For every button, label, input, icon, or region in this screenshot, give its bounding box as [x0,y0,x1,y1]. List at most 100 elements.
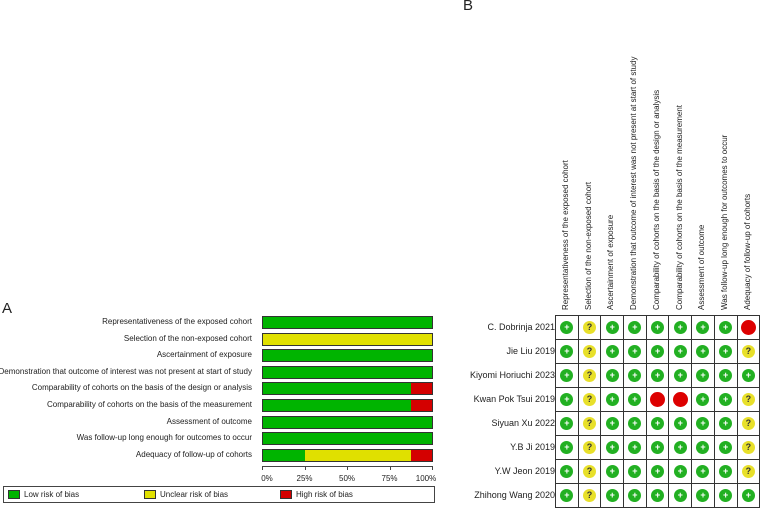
rating-low-icon: + [719,368,733,382]
rating-cell: + [691,435,715,460]
rating-low-icon: + [605,392,619,406]
rating-low-icon: + [696,344,710,358]
column-header: Comparability of cohorts on the basis of… [674,105,684,310]
rating-unclear-icon: ? [741,464,755,478]
rating-cell: + [600,483,625,508]
bar-row [262,316,433,329]
rating-low-icon: + [651,464,665,478]
rating-cell: + [623,483,647,508]
rating-high-icon [672,391,688,407]
rating-low-icon: + [673,464,687,478]
rating-low-icon: + [560,320,574,334]
rating-cell: ? [736,435,761,460]
rating-cell: + [713,315,738,340]
x-tick-label: 25% [296,474,313,483]
rating-cell: + [645,411,670,436]
rating-cell: + [668,459,693,484]
rating-low-icon: + [696,440,710,454]
legend-item: Low risk of bias [8,490,79,499]
rating-low-icon: + [673,416,687,430]
rating-low-icon: + [719,320,733,334]
rating-cell: + [600,459,625,484]
rating-low-icon: + [560,440,574,454]
x-axis-tick [347,466,348,470]
rating-cell: ? [577,483,602,508]
rating-cell: + [645,459,670,484]
domain-label: Ascertainment of exposure [156,350,252,360]
bar-segment-high-risk-of-bias [410,400,432,411]
legend-swatch [144,490,156,499]
rating-cell: + [600,363,625,388]
x-axis-tick [304,466,306,470]
legend-label: Low risk of bias [24,490,80,499]
rating-cell: ? [577,387,602,412]
study-label: C. Dobrinja 2021 [487,322,555,332]
rating-cell: + [555,339,579,364]
rating-low-icon: + [673,320,687,334]
rating-cell: + [668,363,693,388]
rating-cell: + [691,459,715,484]
x-tick-label: 100% [415,474,437,483]
rating-low-icon: + [560,392,574,406]
study-label: Jie Liu 2019 [506,346,555,356]
table-row: +? + + + +? [555,387,761,412]
rating-cell [645,387,670,412]
bar-row [262,432,433,446]
rating-cell: + [600,435,625,460]
bar-segment-low-risk-of-bias [263,317,432,328]
rating-high-icon [650,391,666,407]
rating-cell: + [555,411,579,436]
rating-low-icon: + [696,392,710,406]
panel-b-label: B [463,0,474,14]
rating-cell: + [668,411,693,436]
rating-low-icon: + [605,440,619,454]
rating-low-icon: + [628,464,642,478]
rating-low-icon: + [651,320,665,334]
rating-low-icon: + [651,488,665,502]
bar-segment-unclear-risk-of-bias [305,449,411,461]
rating-unclear-icon: ? [741,344,755,358]
rating-low-icon: + [628,392,642,406]
rating-cell: + [691,339,715,364]
rating-low-icon: + [673,488,687,502]
study-label: Y.W Jeon 2019 [494,466,555,476]
rating-cell: ? [736,411,761,436]
rating-cell: ? [577,459,602,484]
bar-segment-low-risk-of-bias [263,383,411,395]
rating-unclear-icon: ? [583,320,597,334]
rating-unclear-icon: ? [741,392,755,406]
bar-row [262,448,433,462]
rating-cell: ? [736,339,761,364]
table-row: +? + + + + + +? [555,411,761,436]
domain-label: Comparability of cohorts on the basis of… [31,383,252,393]
rating-low-icon: + [628,440,642,454]
rating-unclear-icon: ? [583,392,597,406]
rating-low-icon: + [719,440,733,454]
rating-unclear-icon: ? [583,440,597,454]
rating-low-icon: + [719,416,733,430]
rating-unclear-icon: ? [583,344,597,358]
bar-segment-low-risk-of-bias [263,416,432,428]
study-label: Zhihong Wang 2020 [474,490,555,500]
rating-unclear-icon: ? [583,488,597,502]
rating-cell: ? [577,435,602,460]
rating-cell [736,315,761,340]
bar-segment-low-risk-of-bias [263,350,432,362]
legend-label: High risk of bias [296,490,353,499]
bar-segment-high-risk-of-bias [410,383,432,395]
rating-cell: + [713,387,738,412]
rating-low-icon: + [628,416,642,430]
column-header: Selection of the non-exposed cohort [583,181,593,310]
bar-row [262,332,433,346]
rating-unclear-icon: ? [583,416,597,430]
legend-item: High risk of bias [280,490,353,499]
study-label: Kiyomi Horiuchi 2023 [469,370,555,380]
rating-low-icon: + [741,368,755,382]
rating-low-icon: + [605,488,619,502]
rating-cell: + [645,435,670,460]
study-label: Y.B Ji 2019 [510,442,555,452]
rating-cell: + [623,387,647,412]
rating-cell: + [713,411,738,436]
rating-low-icon: + [651,344,665,358]
column-header: Ascertainment of exposure [606,214,616,310]
